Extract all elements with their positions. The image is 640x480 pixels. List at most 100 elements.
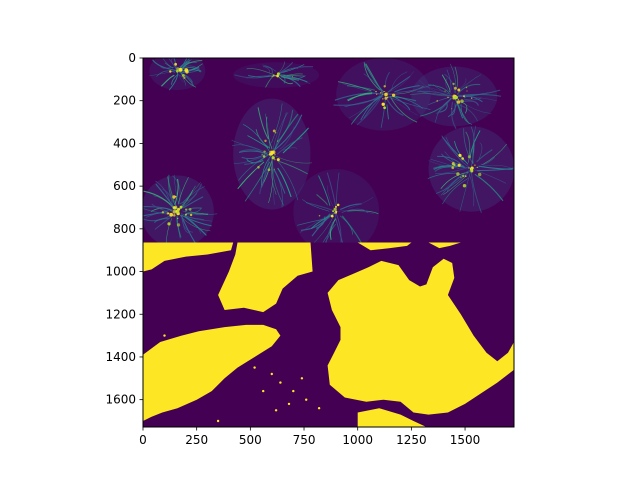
filament bbox=[390, 71, 408, 92]
filament bbox=[260, 154, 272, 189]
filament bbox=[386, 104, 389, 120]
filament bbox=[463, 93, 502, 97]
mask-region bbox=[428, 242, 461, 249]
bright-spot bbox=[456, 172, 460, 176]
filament bbox=[180, 214, 196, 243]
y-tick-label: 400 bbox=[113, 136, 136, 150]
bright-spot bbox=[276, 72, 280, 76]
filament bbox=[182, 196, 204, 209]
filament bbox=[470, 126, 475, 168]
bright-spot bbox=[166, 212, 169, 215]
bright-spot bbox=[467, 155, 471, 159]
filament bbox=[341, 215, 362, 243]
filament bbox=[474, 173, 504, 202]
filament bbox=[271, 158, 275, 205]
bright-spot bbox=[273, 168, 276, 170]
filament bbox=[282, 127, 309, 154]
cell bbox=[333, 58, 432, 131]
bright-spot bbox=[387, 96, 389, 99]
bright-spot bbox=[271, 150, 276, 155]
filament bbox=[350, 95, 382, 125]
x-tick-label: 1250 bbox=[396, 433, 427, 447]
bright-spot bbox=[189, 213, 193, 217]
bright-spot bbox=[384, 92, 388, 97]
bright-spot bbox=[271, 76, 273, 78]
fluorescence-image bbox=[143, 58, 514, 243]
bright-spot bbox=[474, 164, 476, 166]
filament bbox=[278, 76, 294, 85]
bright-spot bbox=[174, 62, 178, 66]
filament bbox=[417, 90, 450, 97]
filament bbox=[335, 218, 343, 243]
filament bbox=[311, 212, 336, 237]
y-tick-label: 1200 bbox=[105, 307, 136, 321]
filament bbox=[478, 142, 483, 159]
cell bbox=[233, 61, 320, 88]
filament bbox=[273, 169, 286, 194]
filament bbox=[264, 66, 271, 73]
mask-speck bbox=[300, 377, 304, 380]
filament bbox=[334, 92, 383, 101]
filament bbox=[428, 160, 468, 170]
filament bbox=[482, 143, 508, 165]
bright-spot bbox=[167, 222, 171, 226]
filament bbox=[324, 213, 337, 243]
mask-speck bbox=[253, 366, 256, 369]
cell bbox=[231, 98, 312, 210]
filament bbox=[270, 155, 277, 195]
bright-spot bbox=[457, 163, 461, 167]
bright-spot bbox=[161, 211, 165, 214]
filament bbox=[279, 126, 295, 150]
bright-spot bbox=[451, 166, 455, 170]
bright-spot bbox=[262, 155, 266, 158]
bright-spot bbox=[463, 95, 465, 98]
filament bbox=[394, 85, 420, 93]
bright-spot bbox=[382, 91, 385, 93]
filament bbox=[347, 196, 374, 209]
filament bbox=[271, 103, 283, 144]
bright-spot bbox=[453, 86, 457, 90]
filament bbox=[465, 131, 471, 163]
mask-region bbox=[218, 242, 313, 313]
bright-spot bbox=[169, 212, 174, 217]
filament bbox=[441, 135, 464, 162]
filament bbox=[164, 62, 174, 69]
plot-area bbox=[143, 58, 514, 427]
filament bbox=[280, 74, 305, 77]
filament bbox=[385, 71, 390, 86]
filament bbox=[271, 167, 284, 206]
filament bbox=[244, 161, 271, 202]
bright-spot bbox=[184, 213, 187, 216]
bright-spot bbox=[383, 106, 386, 110]
filament bbox=[153, 195, 175, 209]
filament bbox=[178, 74, 187, 86]
bright-spot bbox=[176, 67, 180, 71]
filament bbox=[329, 218, 337, 240]
bright-spot bbox=[466, 90, 468, 92]
bright-spot bbox=[276, 74, 279, 78]
bright-spot bbox=[263, 150, 266, 153]
filament bbox=[244, 154, 269, 165]
mask-speck bbox=[274, 409, 278, 412]
y-tick-label: 1400 bbox=[105, 350, 136, 364]
bright-spot bbox=[478, 172, 482, 177]
bright-spot bbox=[330, 214, 334, 218]
filament bbox=[238, 150, 270, 156]
bright-spot bbox=[384, 96, 388, 100]
filament bbox=[446, 174, 464, 192]
filament bbox=[385, 85, 424, 95]
filament bbox=[337, 81, 372, 92]
filament bbox=[149, 70, 177, 77]
filament bbox=[155, 183, 178, 212]
bright-spot bbox=[175, 210, 178, 213]
filament bbox=[184, 215, 212, 222]
y-tick-label: 1000 bbox=[105, 265, 136, 279]
bright-spot bbox=[453, 163, 456, 166]
filament bbox=[460, 103, 473, 125]
cell bbox=[143, 174, 218, 243]
filament bbox=[316, 193, 328, 206]
cell bbox=[427, 125, 514, 213]
filament bbox=[454, 140, 469, 165]
filament bbox=[277, 160, 308, 175]
filament bbox=[143, 208, 168, 215]
